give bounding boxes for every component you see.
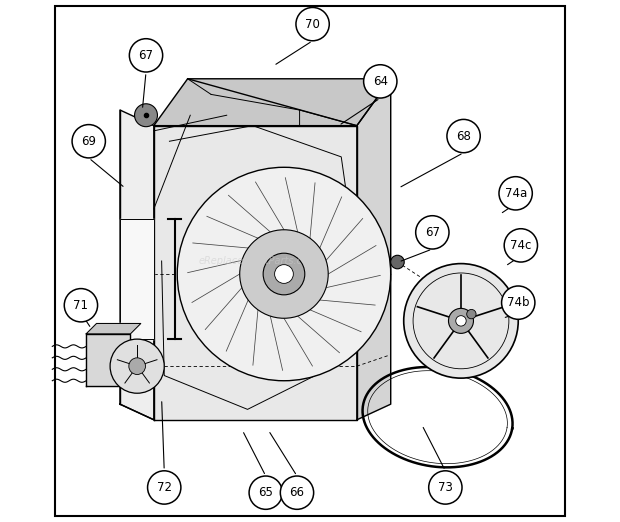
Text: 74a: 74a <box>505 187 527 200</box>
Text: 74b: 74b <box>507 296 529 309</box>
Polygon shape <box>154 126 357 420</box>
Text: 65: 65 <box>259 486 273 499</box>
Polygon shape <box>120 219 154 339</box>
Circle shape <box>249 476 282 509</box>
Circle shape <box>148 471 181 504</box>
Circle shape <box>363 65 397 98</box>
Circle shape <box>177 167 391 381</box>
Circle shape <box>428 471 462 504</box>
Circle shape <box>263 253 305 295</box>
Circle shape <box>504 229 538 262</box>
Text: 73: 73 <box>438 481 453 494</box>
Circle shape <box>296 7 329 41</box>
Polygon shape <box>86 324 141 334</box>
Text: 66: 66 <box>290 486 304 499</box>
Circle shape <box>275 265 293 283</box>
Polygon shape <box>154 79 391 126</box>
Circle shape <box>240 230 328 318</box>
Text: 70: 70 <box>305 18 320 31</box>
Text: 67: 67 <box>138 49 154 62</box>
Circle shape <box>391 255 404 269</box>
Circle shape <box>456 316 466 326</box>
Text: 68: 68 <box>456 129 471 143</box>
Text: 67: 67 <box>425 226 440 239</box>
Polygon shape <box>86 334 130 386</box>
Circle shape <box>467 310 476 319</box>
Text: 64: 64 <box>373 75 388 88</box>
Circle shape <box>280 476 314 509</box>
Circle shape <box>130 39 162 72</box>
Circle shape <box>110 339 164 393</box>
Circle shape <box>72 125 105 158</box>
Circle shape <box>502 286 535 319</box>
Text: 71: 71 <box>73 299 89 312</box>
Polygon shape <box>357 79 391 420</box>
Circle shape <box>135 104 157 127</box>
Text: 69: 69 <box>81 135 96 148</box>
Circle shape <box>64 289 97 322</box>
Circle shape <box>415 216 449 249</box>
Polygon shape <box>120 110 154 420</box>
Circle shape <box>129 358 146 374</box>
Text: eReplacementParts.com: eReplacementParts.com <box>198 256 317 266</box>
Circle shape <box>447 120 480 153</box>
Circle shape <box>448 309 474 334</box>
Text: 74c: 74c <box>510 239 531 252</box>
Text: 72: 72 <box>157 481 172 494</box>
Circle shape <box>404 264 518 378</box>
Circle shape <box>499 176 533 210</box>
